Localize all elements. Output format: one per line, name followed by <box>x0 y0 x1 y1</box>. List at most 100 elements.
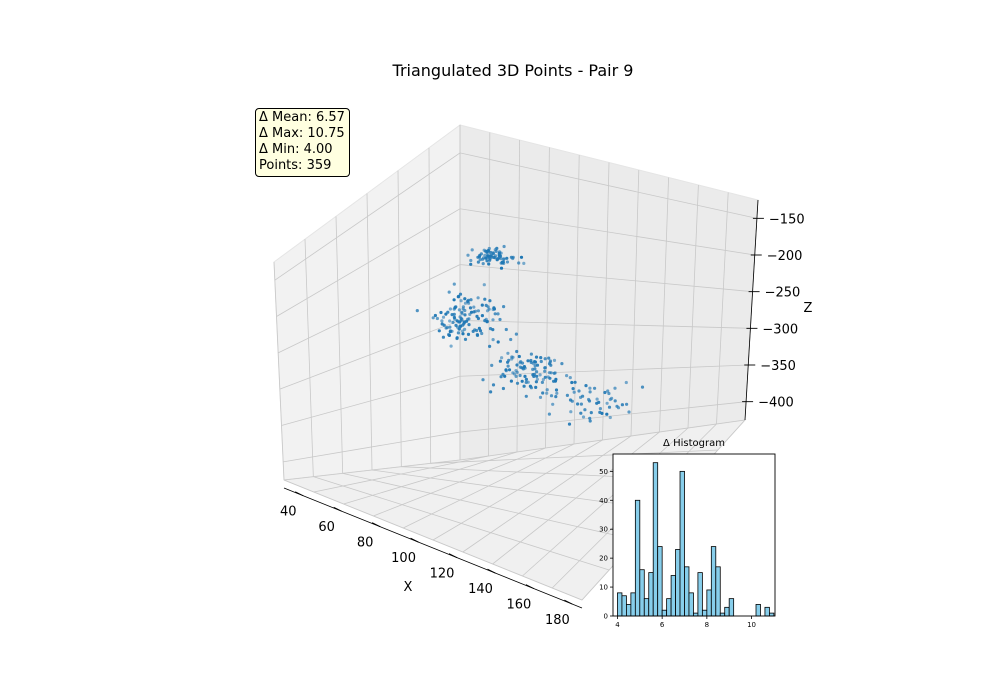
scatter-point <box>539 359 543 364</box>
stat-max: Δ Max: 10.75 <box>259 126 345 141</box>
scatter-point <box>488 299 492 303</box>
scatter-point <box>600 411 604 415</box>
scatter-point <box>491 383 496 387</box>
histogram-y-tick-label: 30 <box>599 526 608 534</box>
scatter-point <box>589 411 593 415</box>
scatter-point <box>502 244 506 249</box>
histogram-bar <box>657 546 663 617</box>
scatter-point <box>551 402 555 406</box>
grid-line <box>276 208 755 317</box>
chart-title: Triangulated 3D Points - Pair 9 <box>392 61 634 80</box>
scatter-point <box>452 282 456 286</box>
scatter-point <box>461 332 465 336</box>
scatter-point <box>517 354 521 359</box>
scatter-point <box>543 375 547 379</box>
scatter-point <box>509 337 513 342</box>
scatter-point <box>546 375 550 379</box>
scatter-point <box>476 296 480 300</box>
scatter-point <box>512 372 517 376</box>
histogram-bar <box>724 606 730 617</box>
grid-line <box>274 152 758 281</box>
scatter-point <box>572 390 576 394</box>
scatter-point <box>457 308 461 312</box>
histogram-bar <box>697 572 703 617</box>
histogram-y-tick-label: 50 <box>599 468 608 476</box>
histogram-bar <box>648 572 654 617</box>
scatter-point <box>545 391 549 395</box>
scatter-point <box>480 314 484 318</box>
scatter-point <box>524 394 528 398</box>
scatter-point <box>579 402 584 406</box>
grid-line <box>687 184 699 429</box>
z-axis-label: Z <box>804 301 813 316</box>
scatter-point <box>449 344 453 348</box>
scatter-point <box>502 305 506 309</box>
scatter-point <box>466 253 470 257</box>
z-axis: −150 −200 −250 −300 −350 −400 <box>742 199 805 421</box>
scatter-point <box>529 386 534 390</box>
scatter-point <box>588 416 592 420</box>
x-tick-label: 120 <box>430 567 455 582</box>
scatter-point <box>552 358 557 362</box>
x-tick-label: 60 <box>318 520 335 535</box>
scatter-point <box>487 262 491 266</box>
grid-line <box>630 169 640 437</box>
grid-lines <box>273 125 759 601</box>
scatter-point <box>469 262 473 266</box>
histogram-bar <box>661 609 668 617</box>
scatter-point <box>603 390 607 395</box>
scatter-point <box>463 313 467 317</box>
grid-line <box>283 401 747 463</box>
scatter-point <box>547 371 552 375</box>
histogram-frame <box>612 453 776 617</box>
scatter-point <box>437 329 441 333</box>
x-tick <box>295 491 304 497</box>
scatter-point <box>468 306 473 310</box>
histogram-bar <box>701 609 708 617</box>
scatter-point <box>495 258 499 262</box>
scatter-point <box>442 323 446 327</box>
scatter-point <box>507 368 512 372</box>
grid-line <box>430 449 718 464</box>
scatter-point <box>490 363 494 367</box>
grid-line <box>659 177 669 433</box>
scatter-point <box>451 320 455 324</box>
histogram-x-tick-label: 4 <box>615 621 620 629</box>
histogram-bar <box>617 592 623 617</box>
scatter-point <box>515 349 519 354</box>
scatter-point <box>608 397 612 402</box>
grid-line <box>283 479 583 601</box>
scatter-point <box>476 316 480 321</box>
scatter-point <box>571 387 575 391</box>
scatter-point <box>518 373 522 378</box>
histogram-bar <box>679 470 685 617</box>
grid-line <box>488 132 491 457</box>
scatter-point <box>595 401 599 405</box>
left-pane <box>273 124 461 481</box>
scatter-point <box>469 298 473 302</box>
z-tick-label: −200 <box>767 249 803 264</box>
scatter-point <box>450 313 454 317</box>
scatter-point <box>467 323 471 327</box>
scatter-point <box>534 355 539 359</box>
scatter-point <box>482 283 486 287</box>
scatter-point <box>541 377 546 382</box>
scatter-point <box>523 366 527 370</box>
scatter-point <box>534 380 539 384</box>
scatter-point <box>456 331 460 335</box>
x-tick <box>371 522 381 528</box>
scatter-point <box>472 305 476 309</box>
scatter-point <box>520 361 525 365</box>
grid-line <box>516 139 520 453</box>
scatter-point <box>524 380 528 384</box>
scatter-point <box>526 359 530 363</box>
scatter-point <box>605 401 609 405</box>
scatter-point <box>471 329 475 333</box>
histogram-y-tick-label: 10 <box>599 584 608 592</box>
scatter-point <box>567 422 572 426</box>
scatter-point <box>520 379 524 383</box>
scatter-point <box>607 405 612 409</box>
histogram-bar <box>621 595 627 617</box>
histogram-bar <box>706 589 712 617</box>
x-tick-label: 40 <box>280 505 297 520</box>
